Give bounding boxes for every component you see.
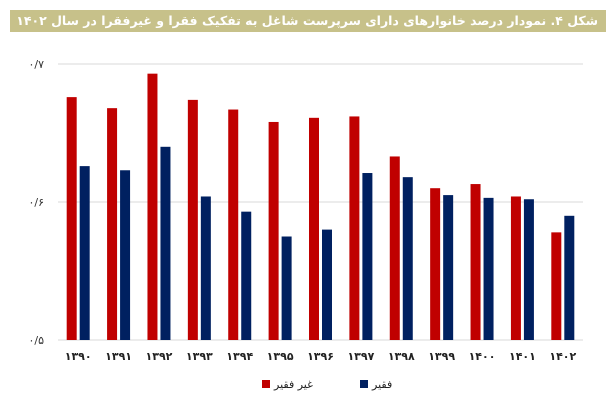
chart-title: شکل ۴. نمودار درصد خانوارهای دارای سرپرس…: [16, 13, 598, 28]
bar-poor: [443, 195, 454, 340]
bar-non-poor: [66, 97, 77, 341]
legend-label-poor: فقیر: [371, 378, 392, 391]
bar-non-poor: [430, 188, 441, 340]
bar-non-poor: [389, 156, 400, 340]
bar-non-poor: [228, 109, 239, 340]
y-tick-labels: ۰/۵ ۰/۶ ۰/۷: [28, 58, 44, 347]
bar-non-poor: [309, 117, 319, 340]
x-tick-label: ۱۴۰۱: [509, 350, 536, 363]
y-tick-label: ۰/۷: [28, 58, 44, 71]
x-tick-label: ۱۳۹۵: [267, 350, 294, 363]
bar-poor: [523, 199, 534, 340]
bar-poor: [120, 170, 131, 340]
bar-non-poor: [510, 196, 521, 340]
x-tick-label: ۱۳۹۸: [388, 350, 415, 363]
bar-non-poor: [470, 184, 481, 340]
legend: غیر فقیر فقیر: [262, 378, 392, 391]
x-tick-label: ۱۳۹۱: [105, 350, 132, 363]
title-bar: شکل ۴. نمودار درصد خانوارهای دارای سرپرس…: [10, 10, 606, 32]
x-tick-label: ۱۳۹۹: [428, 350, 455, 363]
gridlines: [58, 63, 583, 341]
bar-poor: [564, 215, 575, 340]
x-tick-label: ۱۳۹۳: [186, 350, 213, 363]
x-tick-label: ۱۳۹۰: [65, 350, 92, 363]
bar-poor: [362, 173, 373, 340]
bars: [66, 73, 575, 341]
y-tick-label: ۰/۶: [28, 196, 44, 209]
bar-poor: [200, 196, 211, 340]
x-tick-label: ۱۳۹۴: [226, 350, 253, 363]
bar-poor: [483, 197, 494, 340]
bar-non-poor: [107, 108, 118, 340]
legend-swatch-non-poor: [262, 380, 270, 388]
x-tick-label: ۱۴۰۲: [549, 350, 576, 363]
x-tick-label: ۱۳۹۲: [146, 350, 173, 363]
legend-swatch-poor: [360, 380, 368, 388]
bar-poor: [322, 229, 332, 340]
x-tick-labels: ۱۳۹۰ ۱۳۹۱ ۱۳۹۲ ۱۳۹۳ ۱۳۹۴ ۱۳۹۵ ۱۳۹۶ ۱۳۹۷ ۱۳۹۸ ۱۳۹۹…: [65, 350, 577, 363]
bar-non-poor: [349, 116, 360, 340]
bar-poor: [402, 177, 413, 340]
bar-poor: [160, 146, 171, 340]
bar-poor: [79, 166, 90, 340]
x-tick-label: ۱۳۹۶: [307, 350, 334, 363]
y-tick-label: ۰/۵: [28, 334, 44, 347]
bar-non-poor: [268, 121, 279, 341]
bar-poor: [281, 236, 292, 340]
bar-poor: [241, 211, 252, 340]
bar-non-poor: [551, 232, 562, 340]
bar-non-poor: [147, 73, 158, 340]
x-tick-label: ۱۳۹۷: [347, 350, 374, 363]
bar-non-poor: [187, 99, 198, 340]
legend-label-non-poor: غیر فقیر: [273, 378, 313, 391]
x-tick-label: ۱۴۰۰: [469, 350, 496, 363]
